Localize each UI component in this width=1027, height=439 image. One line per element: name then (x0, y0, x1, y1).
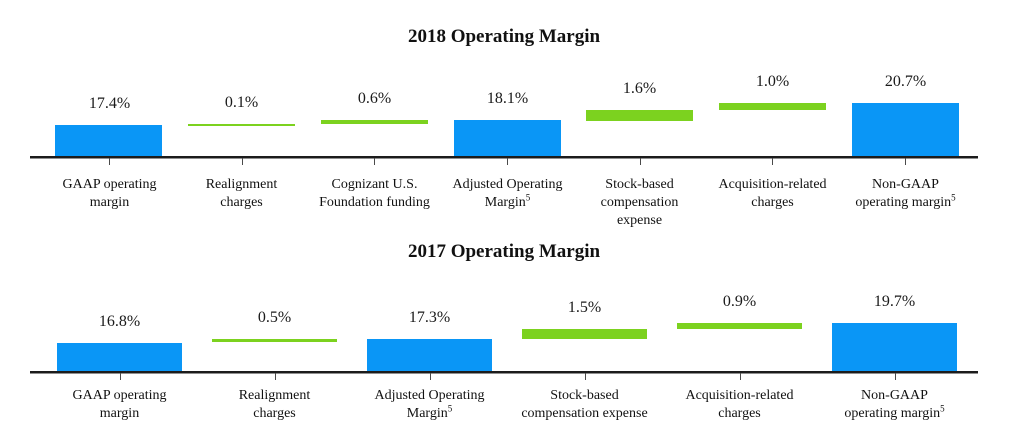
value-label-stock-based-compensation-expense: 1.6% (622, 80, 657, 97)
value-label-realignment-charges: 0.5% (257, 309, 292, 326)
bar-adjusted-operating-margin (454, 120, 561, 156)
value-label-acquisition-related-charges: 0.9% (722, 293, 757, 310)
value-label-gaap-operating-margin: 17.4% (88, 95, 131, 112)
category-label-acquisition-related-charges: Acquisition-related charges (685, 388, 794, 421)
value-label-acquisition-related-charges: 1.0% (755, 73, 790, 90)
axis-tick (585, 373, 586, 380)
value-label-realignment-charges: 0.1% (224, 94, 259, 111)
value-label-cognizant-u-s-foundation-funding: 0.6% (357, 90, 392, 107)
x-axis-2018 (30, 156, 978, 159)
bar-realignment-charges (188, 124, 295, 126)
bar-non-gaap-operating-margin (852, 103, 959, 156)
category-label-adjusted-operating-margin: Adjusted Operating Margin5 (452, 177, 563, 210)
value-label-adjusted-operating-margin: 18.1% (486, 90, 529, 107)
category-label-realignment-charges: Realignment charges (238, 388, 311, 421)
bar-acquisition-related-charges (677, 323, 802, 329)
footnote-marker: 5 (447, 403, 453, 414)
bar-adjusted-operating-margin (367, 339, 492, 371)
axis-tick (275, 373, 276, 380)
category-label-gaap-operating-margin: GAAP operating margin (62, 177, 157, 210)
bar-non-gaap-operating-margin (832, 323, 957, 371)
axis-tick (120, 373, 121, 380)
axis-tick (109, 158, 110, 165)
bar-gaap-operating-margin (55, 125, 162, 156)
bar-stock-based-compensation-expense (522, 329, 647, 339)
value-label-gaap-operating-margin: 16.8% (98, 313, 141, 330)
axis-tick (507, 158, 508, 165)
x-axis-2017 (30, 371, 978, 374)
category-label-adjusted-operating-margin: Adjusted Operating Margin5 (374, 388, 485, 421)
axis-tick (772, 158, 773, 165)
footnote-marker: 5 (940, 403, 945, 414)
chart-title-2018: 2018 Operating Margin (407, 26, 601, 47)
axis-tick (640, 158, 641, 165)
category-label-acquisition-related-charges: Acquisition-related charges (718, 177, 827, 210)
value-label-adjusted-operating-margin: 17.3% (408, 309, 451, 326)
category-label-non-gaap-operating-margin: Non-GAAP operating margin5 (855, 177, 956, 210)
value-label-non-gaap-operating-margin: 19.7% (873, 293, 916, 310)
value-label-stock-based-compensation-expense: 1.5% (567, 299, 602, 316)
axis-tick (895, 373, 896, 380)
category-label-cognizant-u-s-foundation-funding: Cognizant U.S. Foundation funding (319, 177, 430, 210)
chart-title-2017: 2017 Operating Margin (407, 241, 601, 262)
axis-tick (905, 158, 906, 165)
category-label-non-gaap-operating-margin: Non-GAAP operating margin5 (844, 388, 945, 421)
axis-tick (242, 158, 243, 165)
category-label-realignment-charges: Realignment charges (205, 177, 278, 210)
axis-tick (430, 373, 431, 380)
axis-tick (740, 373, 741, 380)
value-label-non-gaap-operating-margin: 20.7% (884, 73, 927, 90)
bar-gaap-operating-margin (57, 343, 182, 371)
footnote-marker: 5 (525, 192, 531, 203)
bar-stock-based-compensation-expense (586, 110, 693, 121)
category-label-stock-based-compensation-expense: Stock-based compensation expense (521, 388, 648, 421)
category-label-stock-based-compensation-expense: Stock-based compensation expense (600, 177, 679, 228)
bar-realignment-charges (212, 339, 337, 342)
footnote-marker: 5 (951, 192, 956, 203)
bar-cognizant-u-s-foundation-funding (321, 120, 428, 124)
bar-acquisition-related-charges (719, 103, 826, 110)
category-label-gaap-operating-margin: GAAP operating margin (72, 388, 167, 421)
axis-tick (374, 158, 375, 165)
